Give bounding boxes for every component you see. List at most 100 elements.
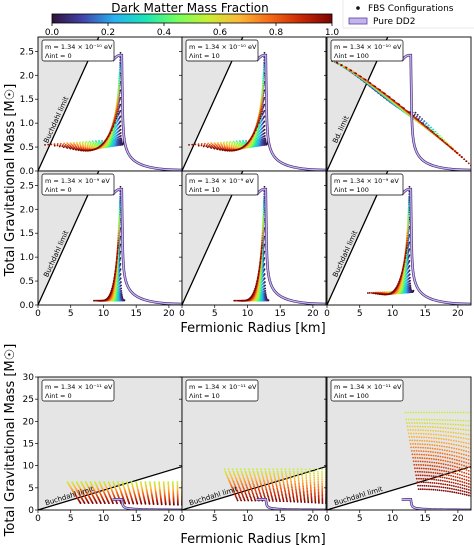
fbs-point [231,149,233,152]
fbs-point [226,149,229,152]
fbs-point [207,145,210,147]
fbs-point [262,200,265,203]
fbs-point [242,145,245,148]
colorbar-tick-label: 0.2 [101,28,115,38]
fbs-point [118,71,121,74]
fbs-point [207,142,209,145]
fbs-point [87,149,89,152]
fbs-point [111,287,113,290]
fbs-point [261,237,264,239]
fbs-point [118,86,120,88]
fbs-point [101,140,103,143]
fbs-point [453,150,456,152]
fbs-point [53,143,56,146]
fbs-point [261,234,264,237]
fbs-point [263,185,266,188]
y-tick-label: 0.0 [20,167,35,177]
fbs-point [360,75,362,78]
fbs-point [253,132,256,135]
panel-lambda-label: Λint = 10 [189,186,220,194]
fbs-point [465,160,468,163]
x-tick-label: 5 [212,309,218,319]
fbs-point [407,222,409,225]
fbs-point [263,96,266,99]
fbs-point [261,246,263,249]
fbs-point [261,90,264,93]
fbs-point [116,257,118,260]
fbs-point [251,293,254,296]
fbs-point [245,140,247,143]
fbs-point [117,246,119,249]
panel-lambda-label: Λint = 0 [45,186,72,194]
fbs-point [259,115,262,118]
fbs-point [115,266,117,269]
fbs-point [261,105,264,108]
fbs-point [118,83,121,86]
fbs-point [263,198,265,200]
fbs-point [262,207,265,210]
fbs-point [115,260,118,263]
fbs-point [213,147,216,150]
fbs-point [252,291,255,294]
fbs-point [262,205,265,208]
fbs-point [403,107,405,110]
panel-mass-label: m = 1.34 × 10⁻⁹ eV [334,177,399,185]
fbs-point [111,285,114,288]
fbs-point [399,278,401,281]
fbs-point [119,51,122,54]
y-tick-label: 2.0 [20,71,35,81]
fbs-point [69,147,72,150]
fbs-point [345,66,348,69]
fbs-point [97,299,100,302]
fbs-point [214,143,217,146]
fbs-point [259,260,262,263]
fbs-point [396,284,399,287]
fbs-point [216,148,219,151]
fbs-point [446,143,448,146]
fbs-point [449,146,451,148]
fbs-point [436,135,439,137]
fbs-point [235,149,238,152]
fbs-point [241,146,243,149]
fbs-point [439,137,442,140]
fbs-point [442,140,445,143]
fbs-point [434,130,437,133]
fbs-point [205,145,208,148]
fbs-point [237,148,240,151]
fbs-point [235,140,238,143]
fbs-point [369,82,372,85]
fbs-point [262,210,265,213]
fbs-point [104,140,107,143]
fbs-point [211,143,214,146]
fbs-point [93,299,95,302]
fbs-point [117,105,120,108]
fbs-point [200,143,203,145]
fbs-point [72,141,75,144]
fbs-point [97,146,99,149]
fbs-point [407,215,410,218]
fbs-point [393,99,396,102]
fbs-point [408,185,411,188]
fbs-point [62,146,65,149]
fbs-point [261,239,264,242]
fbs-point [114,268,117,271]
fbs-point [262,83,265,86]
fbs-point [96,299,99,302]
fbs-point [261,95,264,98]
fbs-point [407,207,410,210]
fbs-point [109,291,112,294]
fbs-point [82,141,85,143]
fbs-point [89,149,91,152]
panel-frame [326,170,472,306]
fbs-point [118,68,121,71]
x-tick-label: 10 [98,309,110,319]
fbs-point [115,117,118,120]
fbs-point [112,124,115,126]
fbs-point [261,244,263,247]
fbs-point [407,111,410,114]
fbs-point [77,149,80,152]
fbs-point [405,252,408,254]
fbs-configurations [66,481,182,506]
fbs-point [117,239,120,242]
